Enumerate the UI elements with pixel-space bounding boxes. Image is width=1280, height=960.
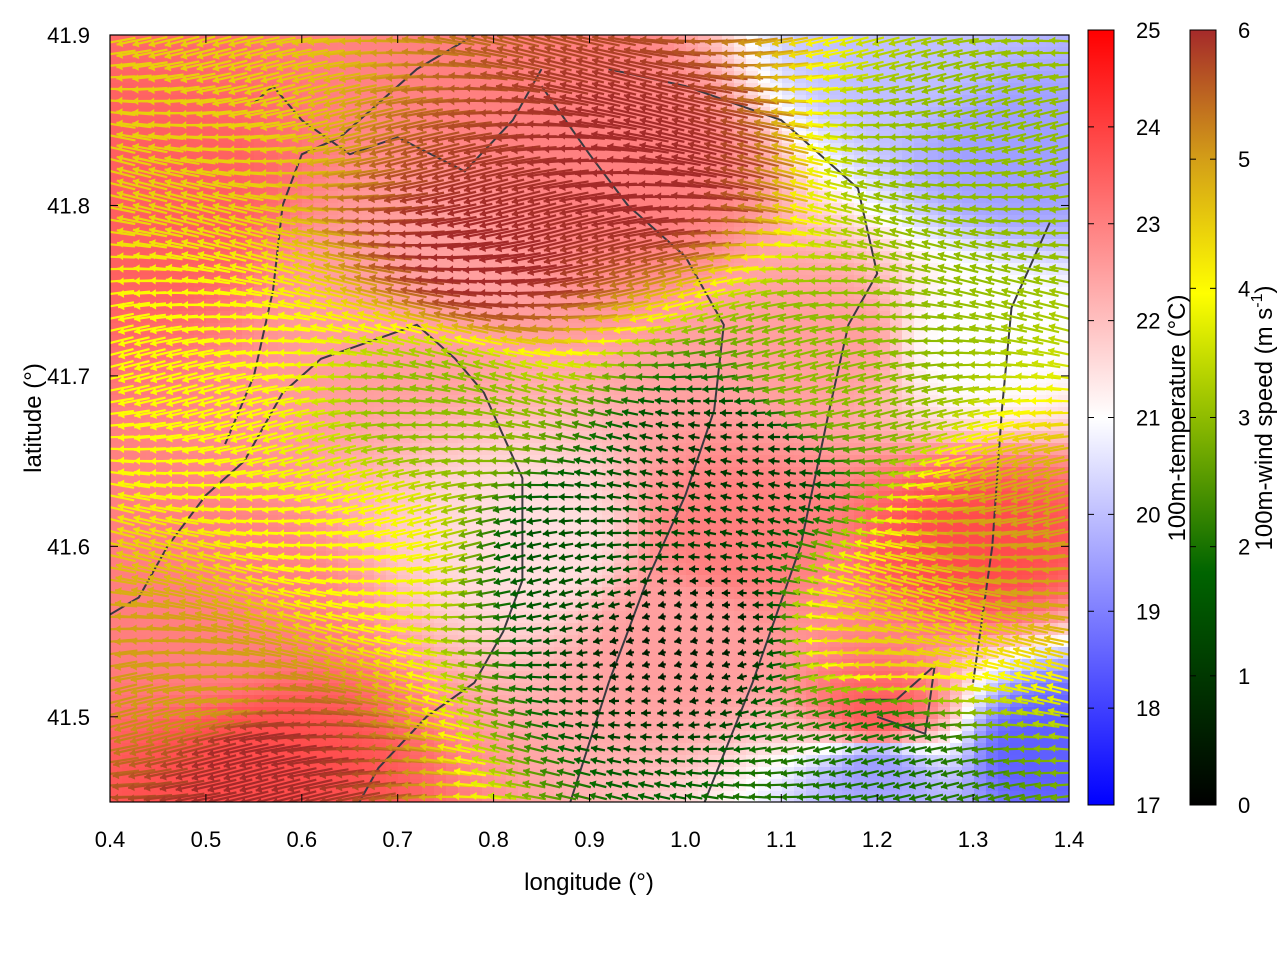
temperature-cell <box>218 791 231 802</box>
temperature-cell <box>134 671 147 684</box>
temperature-cell <box>170 251 183 264</box>
temperature-cell <box>218 275 231 288</box>
plot-area <box>110 35 1069 802</box>
temperature-cell <box>266 791 279 802</box>
temperature-cell <box>122 575 135 588</box>
